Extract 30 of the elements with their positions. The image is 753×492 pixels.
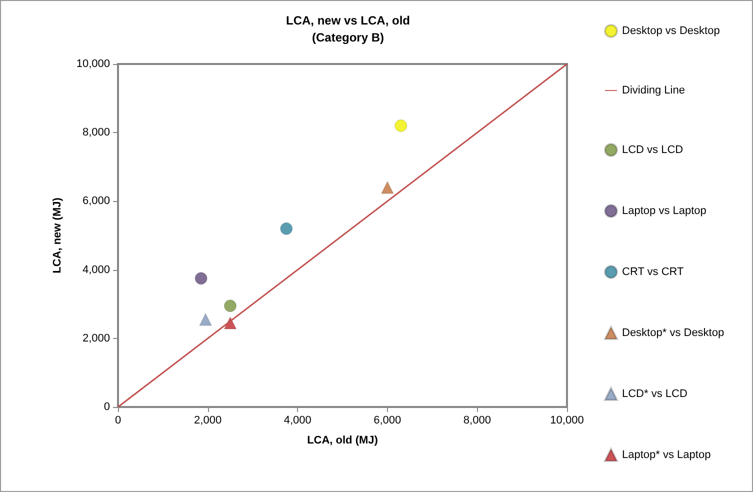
legend-label: Laptop* vs Laptop: [622, 449, 711, 461]
legend-label: Desktop vs Desktop: [622, 25, 720, 37]
legend-label: LCD vs LCD: [622, 144, 684, 156]
chart-title: LCA, new vs LCA, old: [286, 14, 410, 28]
x-tick-label: 4,000: [284, 414, 312, 426]
y-axis-title: LCA, new (MJ): [52, 197, 64, 274]
legend-label: Laptop vs Laptop: [622, 205, 706, 217]
chart-subtitle: (Category B): [312, 30, 384, 44]
y-tick-label: 4,000: [82, 264, 110, 276]
point: [394, 119, 408, 132]
y-tick-label: 0: [104, 401, 110, 413]
legend-label: Dividing Line: [622, 84, 685, 96]
x-tick-label: 10,000: [550, 414, 584, 426]
point: [199, 313, 212, 326]
x-tick-label: 2,000: [194, 414, 222, 426]
x-axis-title: LCA, old (MJ): [307, 434, 378, 446]
x-tick-label: 0: [114, 414, 122, 426]
point: [224, 300, 236, 312]
y-tick-label: 6,000: [82, 195, 110, 208]
legend-label: Desktop* vs Desktop: [622, 327, 724, 339]
x-tick-label: 8,000: [463, 414, 491, 426]
y-tick-label: 2,000: [82, 332, 110, 344]
legend-label: CRT vs CRT: [622, 266, 684, 278]
legend-label: LCD* vs LCD: [622, 388, 688, 400]
point: [381, 181, 394, 194]
y-tick-label: 8,000: [82, 126, 110, 139]
y-tick-label: 10,000: [76, 58, 110, 70]
point: [194, 272, 208, 285]
x-tick-label: 6,000: [374, 414, 402, 426]
point: [280, 222, 293, 235]
